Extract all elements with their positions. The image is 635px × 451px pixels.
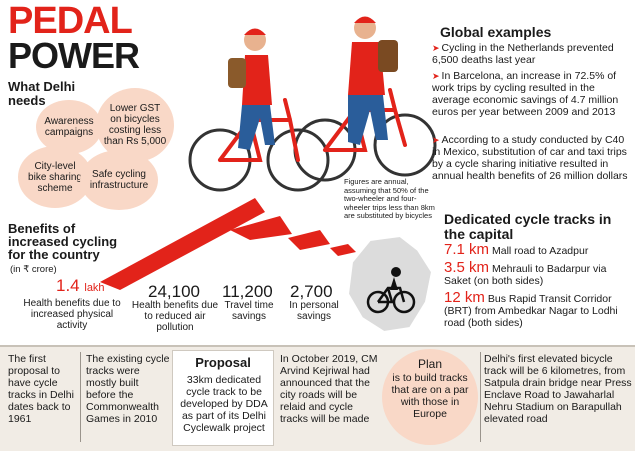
ramp-personal-savings [330,244,356,256]
benefit-label-personal: In personal savings [289,300,339,322]
track-item-mall-road: 7.1 km Mall road to Azadpur [444,241,589,258]
benefit-label-physical: Health benefits due to increased physica… [23,298,121,331]
needs-heading: What Delhi needs [8,79,76,108]
benefit-value-personal: 2,700 [290,282,333,301]
bottom-existing-tracks: The existing cycle tracks were mostly bu… [86,353,170,425]
bottom-elevated-track: Delhi's first elevated bicycle track wil… [484,353,632,425]
bottom-panel [0,345,635,451]
delhi-map-icon [346,234,434,334]
title-line-1: PEDAL [8,0,133,42]
bottom-first-proposal: The first proposal to have cycle tracks … [8,353,74,425]
bike2-front-wheel [373,113,437,177]
arrow-icon: ➤ [432,43,440,53]
global-item-barcelona: ➤ In Barcelona, an increase in 72.5% of w… [432,70,619,118]
bubble-lower-gst: Lower GST on bicycles costing less than … [96,88,174,162]
benefit-value-travel: 11,200 [222,282,273,301]
benefit-value-air: 24,100 [148,282,200,301]
global-item-mexico: ➤ According to a study conducted by C40 i… [432,134,628,182]
track-item-mehrauli: 3.5 km Mehrauli to Badarpur via Saket (on… [444,259,607,287]
benefit-label-travel: Travel time savings [224,300,274,322]
ramp-travel-time [288,230,330,250]
proposal-text: 33km dedicated cycle track to be develop… [180,374,268,434]
benefits-unit: (in ₹ crore) [10,264,57,275]
ramp-air-pollution [230,216,292,240]
ramp-health-activity [100,198,265,290]
plan-title: Plan [417,357,443,371]
benefit-value-physical: 1.4 lakh [56,276,105,295]
bubble-awareness: Awareness campaigns [36,100,102,154]
proposal-box [172,350,274,446]
figures-note: Figures are annual, assuming that 50% of… [344,177,435,220]
divider [80,352,81,442]
benefits-ramps [100,198,356,290]
bike1-front-wheel [266,128,330,192]
global-examples-heading: Global examples [440,24,552,40]
bubble-bike-sharing: City-level bike sharing scheme [18,146,92,208]
arrow-icon: ➤ [432,71,440,81]
track-item-brt: 12 km Bus Rapid Transit Corridor (BRT) fr… [444,289,618,329]
benefit-label-air: Health benefits due to reduced air pollu… [131,300,219,333]
title-line-2: POWER [8,35,140,76]
global-item-netherlands: ➤ Cycling in the Netherlands prevented 6,… [432,42,614,66]
benefits-heading: Benefits of increased cycling for the co… [8,221,118,262]
divider [480,352,481,442]
plan-text: is to build tracks that are on a par wit… [391,372,469,420]
proposal-title: Proposal [195,355,251,370]
bubble-safe-infrastructure: Safe cycling infrastructure [80,150,158,210]
plan-circle [382,349,478,445]
arrow-icon: ➤ [432,135,440,145]
cyclists-illustration [188,16,437,192]
tracks-heading: Dedicated cycle tracks in the capital [444,211,612,242]
bottom-kejriwal: In October 2019, CM Arvind Kejriwal had … [280,353,378,425]
